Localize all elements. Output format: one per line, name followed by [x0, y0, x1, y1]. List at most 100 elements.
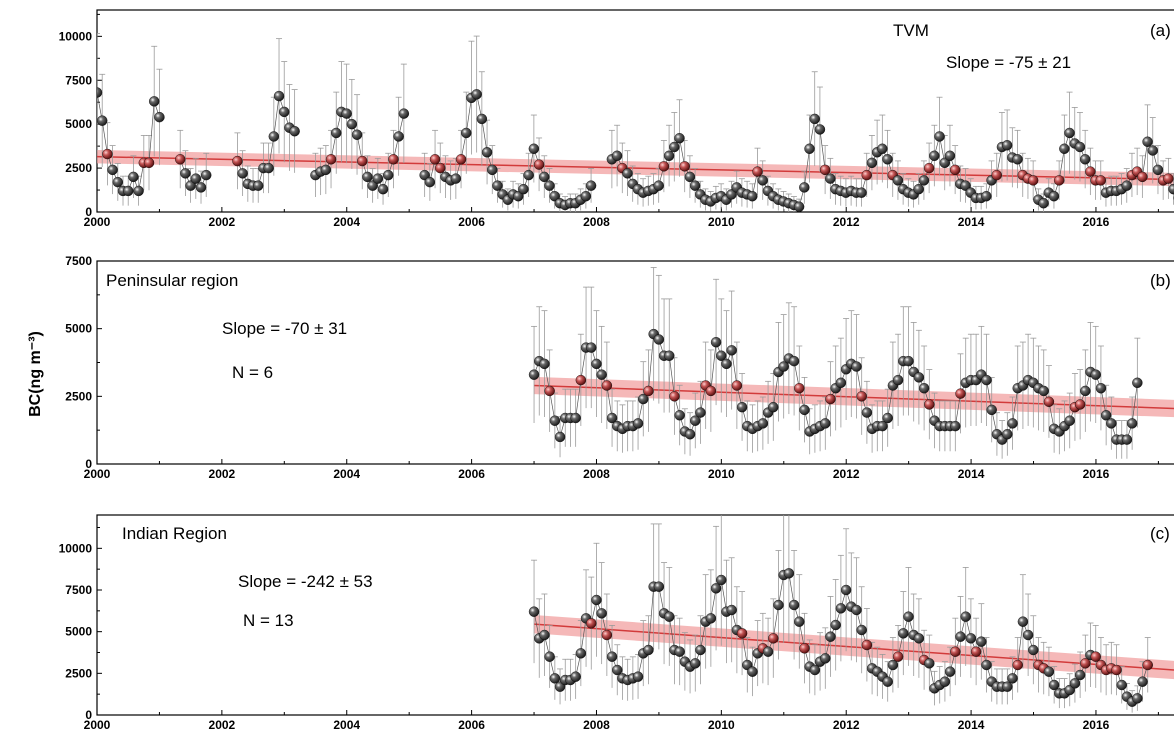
data-point	[1043, 396, 1055, 407]
data-point	[471, 89, 482, 100]
data-layer	[97, 33, 1174, 212]
x-tick-label: 2010	[708, 718, 735, 732]
x-tick-label: 2000	[84, 467, 111, 481]
panel-label: (c)	[1150, 524, 1170, 543]
data-point	[133, 185, 144, 197]
x-tick-label: 2016	[1083, 215, 1110, 229]
y-tick-label: 7500	[65, 254, 92, 268]
data-point	[820, 418, 831, 429]
x-tick-label: 2012	[833, 215, 860, 229]
data-point	[809, 113, 820, 125]
panel-label: (a)	[1150, 21, 1171, 40]
data-point	[965, 633, 977, 644]
data-point	[325, 154, 337, 165]
data-point	[544, 385, 555, 397]
panel-title: Peninsular region	[106, 271, 238, 290]
data-point	[351, 129, 363, 140]
data-point	[190, 173, 202, 184]
data-point	[102, 148, 113, 160]
data-point	[513, 190, 524, 202]
data-point	[575, 648, 587, 659]
data-point	[1007, 418, 1018, 429]
data-point	[1132, 693, 1143, 704]
data-point	[726, 604, 737, 616]
data-point	[580, 190, 592, 202]
data-point	[97, 115, 108, 126]
data-point	[768, 401, 779, 413]
x-tick-label: 2004	[333, 467, 360, 481]
data-point	[570, 671, 581, 682]
data-point	[710, 337, 722, 348]
data-point	[461, 127, 472, 139]
data-point	[601, 629, 613, 641]
data-point	[825, 393, 836, 405]
data-point	[955, 388, 966, 399]
data-point	[1038, 385, 1049, 397]
data-point	[856, 391, 867, 402]
data-point	[653, 581, 665, 592]
data-point	[799, 643, 810, 654]
x-tick-label: 2002	[209, 718, 236, 732]
data-point	[981, 190, 992, 202]
data-point	[1095, 175, 1106, 186]
data-point	[1137, 171, 1148, 183]
data-point	[549, 415, 561, 426]
data-point	[877, 143, 888, 154]
data-point	[1090, 369, 1101, 380]
data-point	[539, 629, 550, 641]
data-point	[232, 155, 243, 167]
x-tick-label: 2016	[1083, 467, 1110, 481]
data-point	[1028, 644, 1039, 656]
data-point	[455, 154, 467, 165]
data-point	[253, 180, 264, 191]
data-point	[1106, 418, 1117, 429]
data-point	[393, 131, 404, 142]
data-point	[1152, 164, 1164, 176]
data-point	[591, 358, 602, 370]
data-point	[149, 96, 160, 107]
data-point	[976, 636, 987, 647]
x-tick-label: 2012	[833, 467, 860, 481]
data-point	[690, 658, 701, 669]
data-point	[1069, 678, 1081, 689]
y-tick-label: 5000	[65, 117, 92, 131]
data-point	[747, 666, 758, 677]
data-point	[289, 125, 300, 137]
data-point	[1142, 659, 1153, 671]
data-point	[1048, 190, 1060, 202]
data-point	[674, 410, 685, 421]
data-point	[429, 154, 441, 165]
data-point	[716, 574, 727, 586]
data-point	[960, 180, 971, 191]
data-point	[1121, 434, 1133, 445]
data-point	[716, 350, 727, 361]
data-point	[1002, 429, 1013, 440]
data-point	[663, 150, 675, 161]
data-point	[726, 189, 737, 200]
data-point	[377, 183, 389, 195]
data-point	[793, 201, 805, 212]
data-point	[991, 169, 1002, 181]
data-point	[825, 173, 836, 184]
data-point	[612, 664, 623, 676]
data-point	[237, 168, 248, 179]
x-tick-label: 2004	[333, 718, 360, 732]
data-point	[736, 401, 748, 413]
data-point	[913, 633, 925, 644]
data-point	[632, 418, 644, 429]
data-point	[1022, 629, 1034, 641]
x-tick-label: 2008	[583, 215, 610, 229]
data-point	[1074, 141, 1086, 153]
x-tick-label: 2004	[333, 215, 360, 229]
panel-title: Indian Region	[122, 524, 227, 543]
data-point	[653, 180, 664, 191]
data-point	[1111, 664, 1122, 676]
x-tick-label: 2012	[833, 718, 860, 732]
y-tick-label: 2500	[65, 161, 92, 175]
data-point	[331, 127, 342, 139]
data-point	[747, 190, 758, 202]
data-point	[851, 361, 862, 372]
data-point	[898, 628, 909, 639]
data-point	[955, 631, 966, 642]
y-tick-label: 2500	[65, 389, 92, 403]
